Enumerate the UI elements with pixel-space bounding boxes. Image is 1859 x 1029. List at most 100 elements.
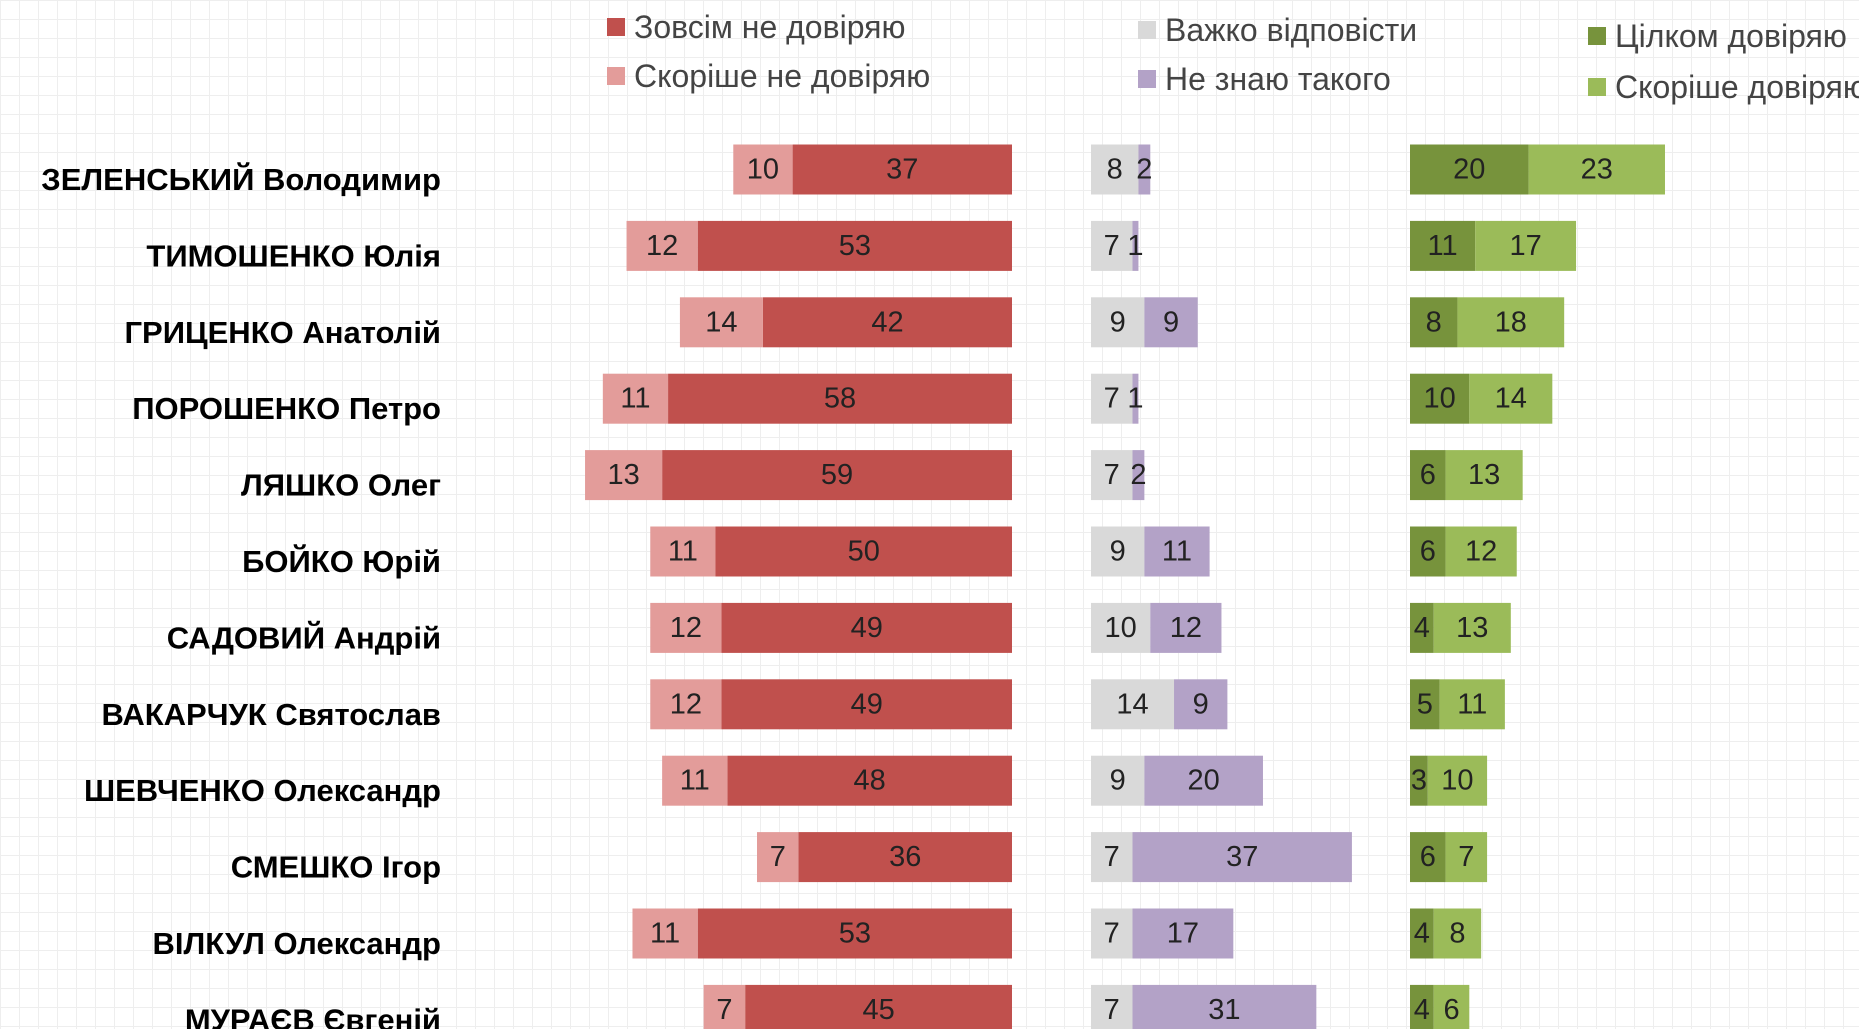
bar-segment — [1144, 297, 1198, 348]
bar-segment — [703, 984, 746, 1029]
value-label: 9 — [1110, 765, 1126, 797]
bar-segment — [1091, 526, 1145, 577]
value-label: 53 — [839, 918, 871, 950]
value-label: 10 — [747, 154, 779, 186]
value-label: 9 — [1163, 306, 1179, 338]
value-label: 48 — [854, 765, 886, 797]
value-label: 13 — [607, 459, 639, 491]
bar-segment — [697, 220, 1012, 271]
bar-segment — [1410, 755, 1428, 806]
value-label: 5 — [1417, 688, 1433, 720]
value-label: 11 — [1162, 536, 1192, 568]
value-label: 4 — [1414, 994, 1430, 1026]
legend-label: Зовсім не довіряю — [634, 9, 905, 45]
bar-segment — [1445, 832, 1488, 883]
value-label: 13 — [1468, 459, 1500, 491]
bar-segment — [727, 755, 1012, 806]
bar-segment — [1410, 908, 1434, 959]
value-label: 49 — [851, 612, 883, 644]
bar-segment — [1144, 755, 1263, 806]
value-label: 45 — [862, 994, 894, 1026]
value-label: 2 — [1136, 154, 1152, 186]
value-label: 6 — [1420, 536, 1436, 568]
value-label: 11 — [680, 765, 710, 797]
bar-segment — [1410, 679, 1440, 730]
value-label: 4 — [1414, 612, 1430, 644]
value-label: 17 — [1167, 918, 1199, 950]
bar-segment — [1091, 450, 1133, 501]
value-label: 9 — [1110, 306, 1126, 338]
value-label: 8 — [1107, 154, 1123, 186]
legend-label: Скоріше не довіряю — [634, 58, 930, 94]
bar-segment — [1445, 450, 1523, 501]
legend-label: Скоріше довіряю — [1615, 69, 1859, 105]
bar-segment — [721, 602, 1012, 653]
category-label: ШЕВЧЕНКО Олександр — [84, 773, 441, 808]
bar-segment — [1174, 679, 1228, 730]
legend-swatch — [607, 67, 625, 85]
value-label: 1 — [1127, 383, 1143, 415]
bar-segment — [798, 832, 1012, 883]
value-label: 12 — [670, 612, 702, 644]
legend-swatch — [1588, 27, 1606, 45]
legend-swatch — [607, 18, 625, 36]
bar-segment — [697, 908, 1012, 959]
bar-segment — [662, 450, 1012, 501]
bar-segment — [1091, 908, 1133, 959]
value-label: 6 — [1443, 994, 1459, 1026]
category-label: ЗЕЛЕНСЬКИЙ Володимир — [41, 161, 441, 197]
bar-segment — [1132, 832, 1352, 883]
category-label: ГРИЦЕНКО Анатолій — [124, 315, 441, 350]
value-label: 58 — [824, 383, 856, 415]
value-label: 6 — [1420, 841, 1436, 873]
bar-segment — [1132, 220, 1139, 271]
bar-segment — [1410, 602, 1434, 653]
value-label: 11 — [1457, 688, 1487, 720]
value-label: 23 — [1581, 154, 1613, 186]
bar-segment — [1150, 602, 1222, 653]
value-label: 7 — [770, 841, 786, 873]
bar-segment — [1433, 602, 1511, 653]
bar-segment — [1410, 297, 1458, 348]
value-label: 11 — [668, 536, 698, 568]
category-label: СМЕШКО Ігор — [231, 850, 441, 885]
value-label: 50 — [848, 536, 880, 568]
bar-segment — [626, 220, 698, 271]
legend-swatch — [1138, 70, 1156, 88]
bar-segment — [1410, 832, 1446, 883]
bar-segment — [1410, 984, 1434, 1029]
bar-segment — [1091, 297, 1145, 348]
bar-segment — [1427, 755, 1488, 806]
value-label: 14 — [705, 306, 737, 338]
bar-segment — [733, 144, 793, 195]
bar-segment — [1445, 526, 1517, 577]
bar-segment — [632, 908, 698, 959]
bar-segment — [1410, 526, 1446, 577]
value-label: 8 — [1449, 918, 1465, 950]
bar-segment — [1528, 144, 1665, 195]
value-label: 20 — [1453, 154, 1485, 186]
bar-segment — [1091, 755, 1145, 806]
bar-segment — [1475, 220, 1577, 271]
legend-label: Цілком довіряю — [1615, 18, 1847, 54]
value-label: 10 — [1105, 612, 1137, 644]
bar-segment — [602, 373, 669, 424]
value-label: 36 — [889, 841, 921, 873]
value-label: 53 — [839, 230, 871, 262]
legend-label: Не знаю такого — [1165, 61, 1391, 97]
value-label: 7 — [1458, 841, 1474, 873]
category-label: БОЙКО Юрій — [242, 543, 441, 579]
bar-segment — [762, 297, 1012, 348]
value-label: 7 — [1104, 230, 1120, 262]
category-label: ТИМОШЕНКО Юлія — [146, 238, 441, 273]
value-label: 42 — [871, 306, 903, 338]
category-label: САДОВИЙ Андрій — [167, 619, 441, 655]
bar-segment — [1091, 602, 1151, 653]
value-label: 37 — [886, 154, 918, 186]
bar-segment — [650, 602, 722, 653]
bar-segment — [1469, 373, 1553, 424]
bar-segment — [745, 984, 1012, 1029]
value-label: 9 — [1110, 536, 1126, 568]
bar-segment — [1138, 144, 1151, 195]
